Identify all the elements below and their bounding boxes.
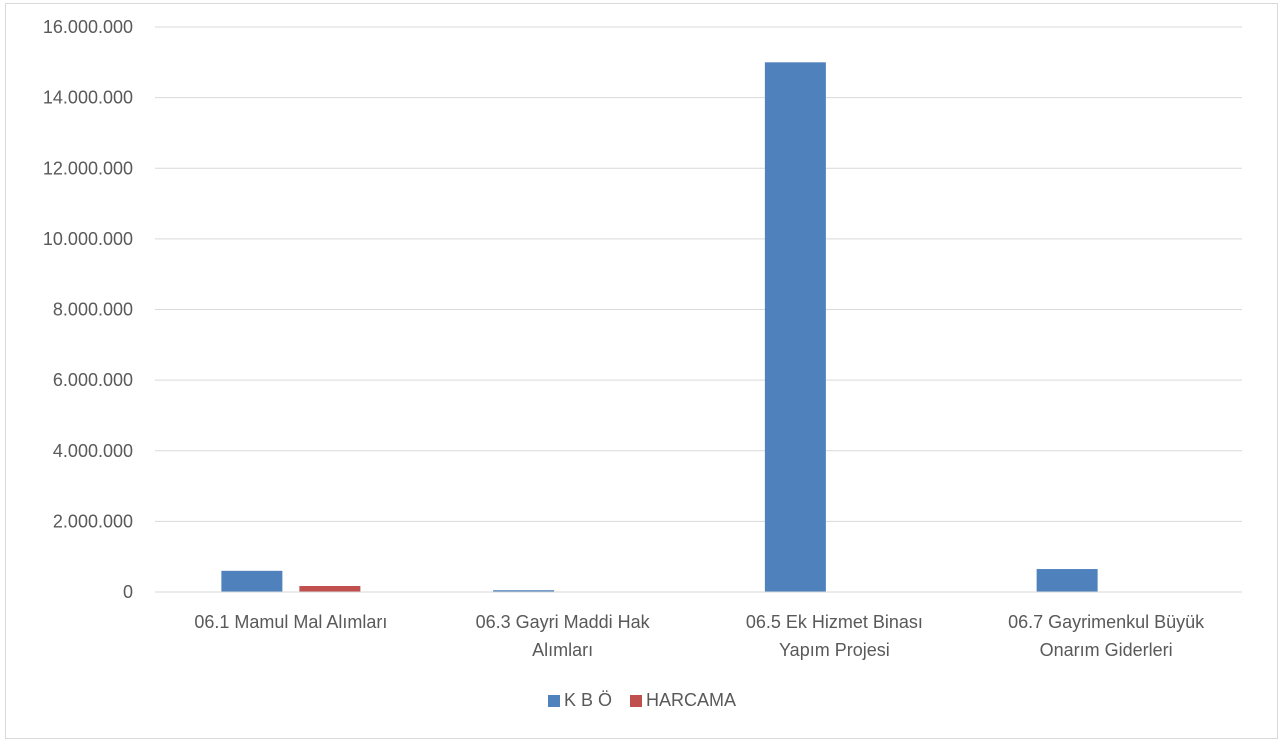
legend-item: K B Ö (547, 690, 612, 710)
gridlines (155, 26, 1242, 593)
y-axis: 0 2.000.000 4.000.000 6.000.000 8.000.000 10.… (43, 17, 133, 602)
legend-swatch (630, 695, 642, 707)
legend: K B Ö HARCAMA (547, 690, 736, 710)
bars (221, 62, 1098, 592)
x-tick-label: 06.1 Mamul Mal Alımları (194, 612, 387, 632)
x-tick-label: 06.7 Gayrimenkul Büyük (1008, 612, 1205, 632)
x-axis: 06.1 Mamul Mal Alımları 06.3 Gayri Maddi … (155, 591, 1242, 660)
x-tick-label: Onarım Giderleri (1040, 640, 1173, 660)
y-tick-label: 8.000.000 (53, 300, 133, 320)
bar (764, 62, 826, 592)
x-tick-label: 06.5 Ek Hizmet Binası (746, 612, 923, 632)
bar (221, 570, 283, 592)
y-tick-label: 0 (123, 582, 133, 602)
legend-item: HARCAMA (630, 690, 736, 710)
x-tick-label: Alımları (532, 640, 593, 660)
x-tick-label: Yapım Projesi (779, 640, 890, 660)
y-tick-label: 10.000.000 (43, 229, 133, 249)
y-tick-label: 16.000.000 (43, 17, 133, 37)
legend-label: HARCAMA (646, 690, 736, 710)
y-tick-label: 6.000.000 (53, 370, 133, 390)
y-tick-label: 2.000.000 (53, 511, 133, 531)
legend-swatch (547, 695, 560, 707)
y-tick-label: 12.000.000 (43, 158, 133, 178)
x-tick-label: 06.3 Gayri Maddi Hak (476, 612, 651, 632)
bar (493, 590, 555, 592)
bar (1036, 569, 1098, 592)
y-tick-label: 14.000.000 (43, 88, 133, 108)
y-tick-label: 4.000.000 (53, 441, 133, 461)
chart-frame (5, 3, 1278, 739)
legend-label: K B Ö (564, 690, 612, 710)
bar (299, 585, 361, 592)
